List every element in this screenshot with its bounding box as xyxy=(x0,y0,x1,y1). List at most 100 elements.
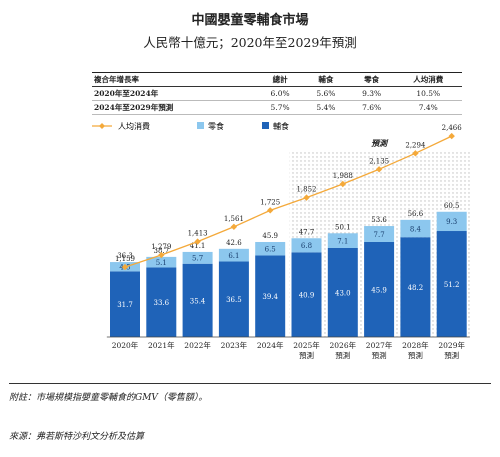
bar-total-label: 41.1 xyxy=(190,242,206,250)
x-tick-label: 預測 xyxy=(408,350,423,360)
cagr-cell: 5.6% xyxy=(302,86,349,101)
bar-total-label: 38.7 xyxy=(154,247,170,255)
cagr-header: 輔食 xyxy=(302,72,349,87)
bar-label-snacks: 6.8 xyxy=(301,242,312,250)
x-tick-label: 2025年 xyxy=(293,340,320,350)
bar-total-label: 36.3 xyxy=(117,252,133,260)
bar-complementary xyxy=(255,255,286,337)
bar-complementary xyxy=(182,263,213,337)
line-point-marker xyxy=(194,238,201,245)
source-note: 來源：弗若斯特沙利文分析及估算 xyxy=(9,432,145,442)
bar-complementary xyxy=(327,247,358,337)
bar-snacks xyxy=(146,256,177,268)
cagr-cell: 5.4% xyxy=(302,100,349,115)
line-point-marker xyxy=(230,223,238,230)
bar-label-complementary: 51.2 xyxy=(444,281,460,289)
bar-label-complementary: 36.5 xyxy=(226,296,242,304)
bar-complementary xyxy=(218,261,249,337)
legend-swatch-snacks xyxy=(197,122,204,129)
bar-total-label: 50.1 xyxy=(335,223,351,231)
line-point-marker xyxy=(339,180,346,188)
cagr-header: 零食 xyxy=(348,72,395,87)
bar-total-label: 56.6 xyxy=(408,210,424,218)
line-point-marker xyxy=(303,194,310,201)
bar-total-label: 60.5 xyxy=(444,202,460,210)
cagr-header: 複合年增長率 xyxy=(92,72,258,87)
x-tick-label: 2020年 xyxy=(112,340,139,350)
bar-snacks xyxy=(182,251,213,264)
bar-complementary xyxy=(146,267,177,337)
line-point-marker xyxy=(158,251,165,259)
bar-total-label: 42.6 xyxy=(226,239,242,247)
line-value-label: 1,561 xyxy=(224,215,244,223)
cagr-table: 複合年增長率 總計 輔食 零食 人均消費 2020年至2024年 6.0% 5.… xyxy=(92,72,462,115)
legend-swatch-complementary xyxy=(262,122,269,129)
footer-divider xyxy=(9,383,491,384)
bar-label-complementary: 31.7 xyxy=(117,301,133,309)
bar-label-complementary: 45.9 xyxy=(371,286,387,294)
line-point-marker xyxy=(121,263,129,271)
legend-label-complementary: 輔食 xyxy=(273,121,289,131)
bar-label-snacks: 7.1 xyxy=(337,237,348,245)
bar-label-complementary: 48.2 xyxy=(408,284,424,292)
cagr-cell: 7.6% xyxy=(348,100,395,115)
x-tick-label: 2022年 xyxy=(184,340,211,350)
cagr-cell: 10.5% xyxy=(394,86,462,101)
bar-label-snacks: 8.4 xyxy=(410,225,422,233)
bar-complementary xyxy=(436,231,467,337)
bar-total-label: 45.9 xyxy=(262,232,278,240)
bar-complementary xyxy=(400,237,431,337)
cagr-cell: 5.7% xyxy=(257,100,303,115)
line-value-label: 2,135 xyxy=(369,157,389,165)
legend-diamond-icon xyxy=(99,123,105,129)
bar-snacks xyxy=(436,211,467,232)
x-tick-label: 2027年 xyxy=(366,340,393,350)
bar-complementary xyxy=(110,271,140,337)
line-value-label: 1,159 xyxy=(115,255,135,263)
x-tick-label: 預測 xyxy=(372,350,387,360)
legend-label-snacks: 零食 xyxy=(208,121,224,131)
cagr-cell: 6.0% xyxy=(257,86,303,101)
market-chart: 預測 人均消費 零食 輔食 31.74.536.333.65.138.735.4… xyxy=(92,121,470,360)
bar-label-snacks: 6.1 xyxy=(228,252,239,260)
bar-label-snacks: 7.7 xyxy=(374,231,385,239)
x-tick-label: 2026年 xyxy=(330,340,357,350)
per-capita-line xyxy=(124,135,452,268)
chart-title: 中國嬰童零輔食市場 xyxy=(191,13,309,28)
chart-subtitle: 人民幣十億元；2020年至2029年預測 xyxy=(143,35,357,50)
cagr-cell: 2024年至2029年預測 xyxy=(92,100,258,115)
line-value-label: 1,279 xyxy=(151,243,171,251)
bar-label-complementary: 39.4 xyxy=(262,293,278,301)
x-tick-label: 2024年 xyxy=(257,340,284,350)
x-tick-label: 2021年 xyxy=(148,340,175,350)
line-point-marker xyxy=(448,132,455,140)
cagr-header: 總計 xyxy=(257,72,303,87)
line-value-label: 1,725 xyxy=(260,198,280,206)
line-value-label: 1,852 xyxy=(296,186,316,194)
x-tick-label: 預測 xyxy=(444,350,459,360)
bar-snacks xyxy=(218,248,249,262)
cagr-row: 2020年至2024年 6.0% 5.6% 9.3% 10.5% xyxy=(92,86,462,101)
bar-label-complementary: 33.6 xyxy=(154,299,170,307)
bar-complementary xyxy=(364,241,395,337)
bar-label-snacks: 6.5 xyxy=(265,246,276,254)
cagr-header: 人均消費 xyxy=(394,72,462,87)
cagr-header-row: 複合年增長率 總計 輔食 零食 人均消費 xyxy=(92,72,462,87)
bar-total-label: 53.6 xyxy=(371,216,387,224)
bar-complementary xyxy=(291,252,322,337)
bar-snacks xyxy=(400,219,431,238)
bar-snacks xyxy=(364,226,395,242)
bar-label-snacks: 5.7 xyxy=(192,255,203,263)
legend-label-per-capita: 人均消費 xyxy=(118,121,150,131)
bar-label-complementary: 40.9 xyxy=(299,292,315,300)
x-tick-label: 2029年 xyxy=(438,340,465,350)
line-value-label: 2,466 xyxy=(442,124,463,132)
bar-snacks xyxy=(327,233,358,248)
bar-label-snacks: 5.1 xyxy=(156,259,167,267)
bar-label-snacks: 9.3 xyxy=(446,218,457,226)
bar-label-complementary: 35.4 xyxy=(190,297,206,305)
cagr-cell: 9.3% xyxy=(348,86,395,101)
x-tick-label: 預測 xyxy=(335,350,350,360)
bar-snacks xyxy=(291,238,322,253)
bar-snacks xyxy=(255,241,286,256)
